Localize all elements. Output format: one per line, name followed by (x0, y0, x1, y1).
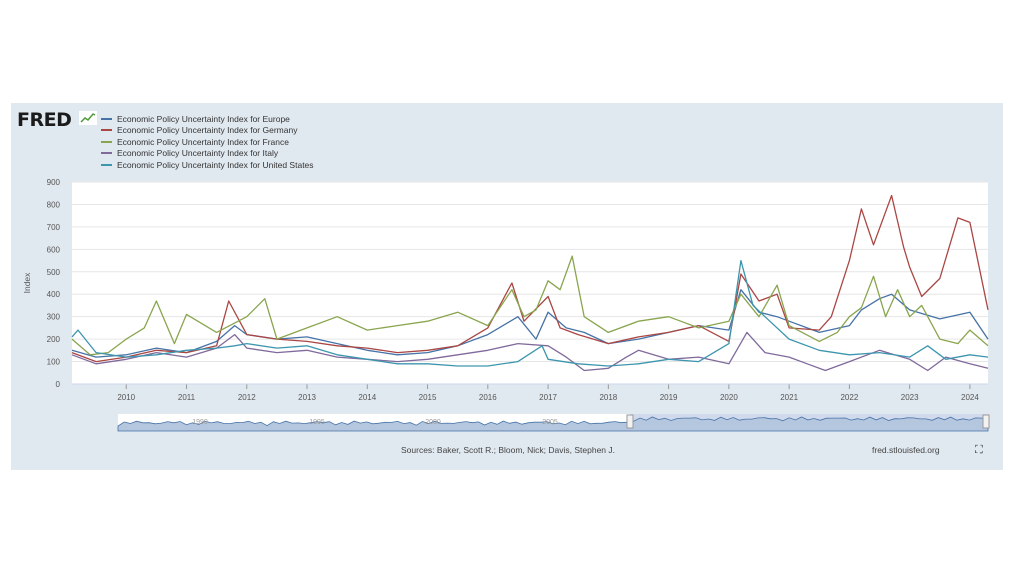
legend-swatch (101, 129, 112, 132)
legend-swatch (101, 140, 112, 143)
legend-swatch (101, 152, 112, 155)
y-tick-label: 100 (47, 358, 61, 367)
y-tick-label: 300 (47, 313, 61, 322)
navigator-label: 1995 (309, 419, 325, 426)
plot-area (72, 182, 988, 384)
x-tick-label: 2014 (358, 393, 376, 402)
series-line (71, 194, 989, 363)
legend-label: Economic Policy Uncertainty Index for Eu… (117, 113, 290, 124)
x-tick-label: 2020 (720, 393, 738, 402)
legend-label: Economic Policy Uncertainty Index for Ge… (117, 125, 298, 136)
legend-swatch (101, 117, 112, 120)
navigator-handle[interactable] (982, 414, 990, 429)
x-tick-label: 2021 (780, 393, 798, 402)
x-tick-label: 2011 (178, 393, 196, 402)
legend-item[interactable]: Economic Policy Uncertainty Index for Eu… (101, 113, 314, 125)
x-tick-label: 2018 (599, 393, 617, 402)
series-line (71, 255, 989, 356)
sources-text: Sources: Baker, Scott R.; Bloom, Nick; D… (401, 445, 616, 455)
fred-logo-icon (79, 111, 97, 125)
x-tick-label: 2010 (117, 393, 135, 402)
y-tick-label: 700 (47, 223, 61, 232)
navigator-label: 1990 (192, 419, 208, 426)
x-tick-label: 2019 (660, 393, 678, 402)
navigator-handle[interactable] (626, 414, 634, 429)
navigator-series (117, 416, 989, 432)
legend-item[interactable]: Economic Policy Uncertainty Index for Fr… (101, 136, 314, 148)
legend-label: Economic Policy Uncertainty Index for Un… (117, 159, 314, 170)
x-tick-label: 2012 (238, 393, 256, 402)
x-tick-label: 2022 (840, 393, 858, 402)
navigator-label: 2000 (425, 419, 441, 426)
legend-label: Economic Policy Uncertainty Index for Fr… (117, 136, 289, 147)
y-tick-label: 800 (47, 200, 61, 209)
legend-label: Economic Policy Uncertainty Index for It… (117, 148, 279, 159)
y-tick-label: 200 (47, 335, 61, 344)
fred-logo: FRED (17, 109, 72, 131)
x-tick-label: 2015 (419, 393, 437, 402)
y-axis-label: Index (22, 272, 32, 294)
series-line (71, 289, 989, 358)
fullscreen-icon[interactable]: ⛶ (975, 444, 983, 456)
legend-item[interactable]: Economic Policy Uncertainty Index for Ge… (101, 125, 314, 137)
legend-item[interactable]: Economic Policy Uncertainty Index for It… (101, 148, 314, 160)
y-tick-label: 900 (47, 178, 61, 187)
legend-swatch (101, 163, 112, 166)
series-line (71, 259, 989, 367)
x-tick-label: 2023 (901, 393, 919, 402)
y-tick-label: 500 (47, 268, 61, 277)
legend: Economic Policy Uncertainty Index for Eu… (101, 113, 314, 171)
x-tick-label: 2017 (539, 393, 557, 402)
legend-item[interactable]: Economic Policy Uncertainty Index for Un… (101, 159, 314, 171)
y-tick-label: 600 (47, 245, 61, 254)
x-tick-label: 2016 (479, 393, 497, 402)
navigator-label: 2005 (542, 419, 558, 426)
y-tick-label: 0 (56, 380, 61, 389)
x-tick-label: 2013 (298, 393, 316, 402)
x-tick-label: 2024 (961, 393, 979, 402)
site-link[interactable]: fred.stlouisfed.org (872, 445, 940, 455)
y-tick-label: 400 (47, 290, 61, 299)
